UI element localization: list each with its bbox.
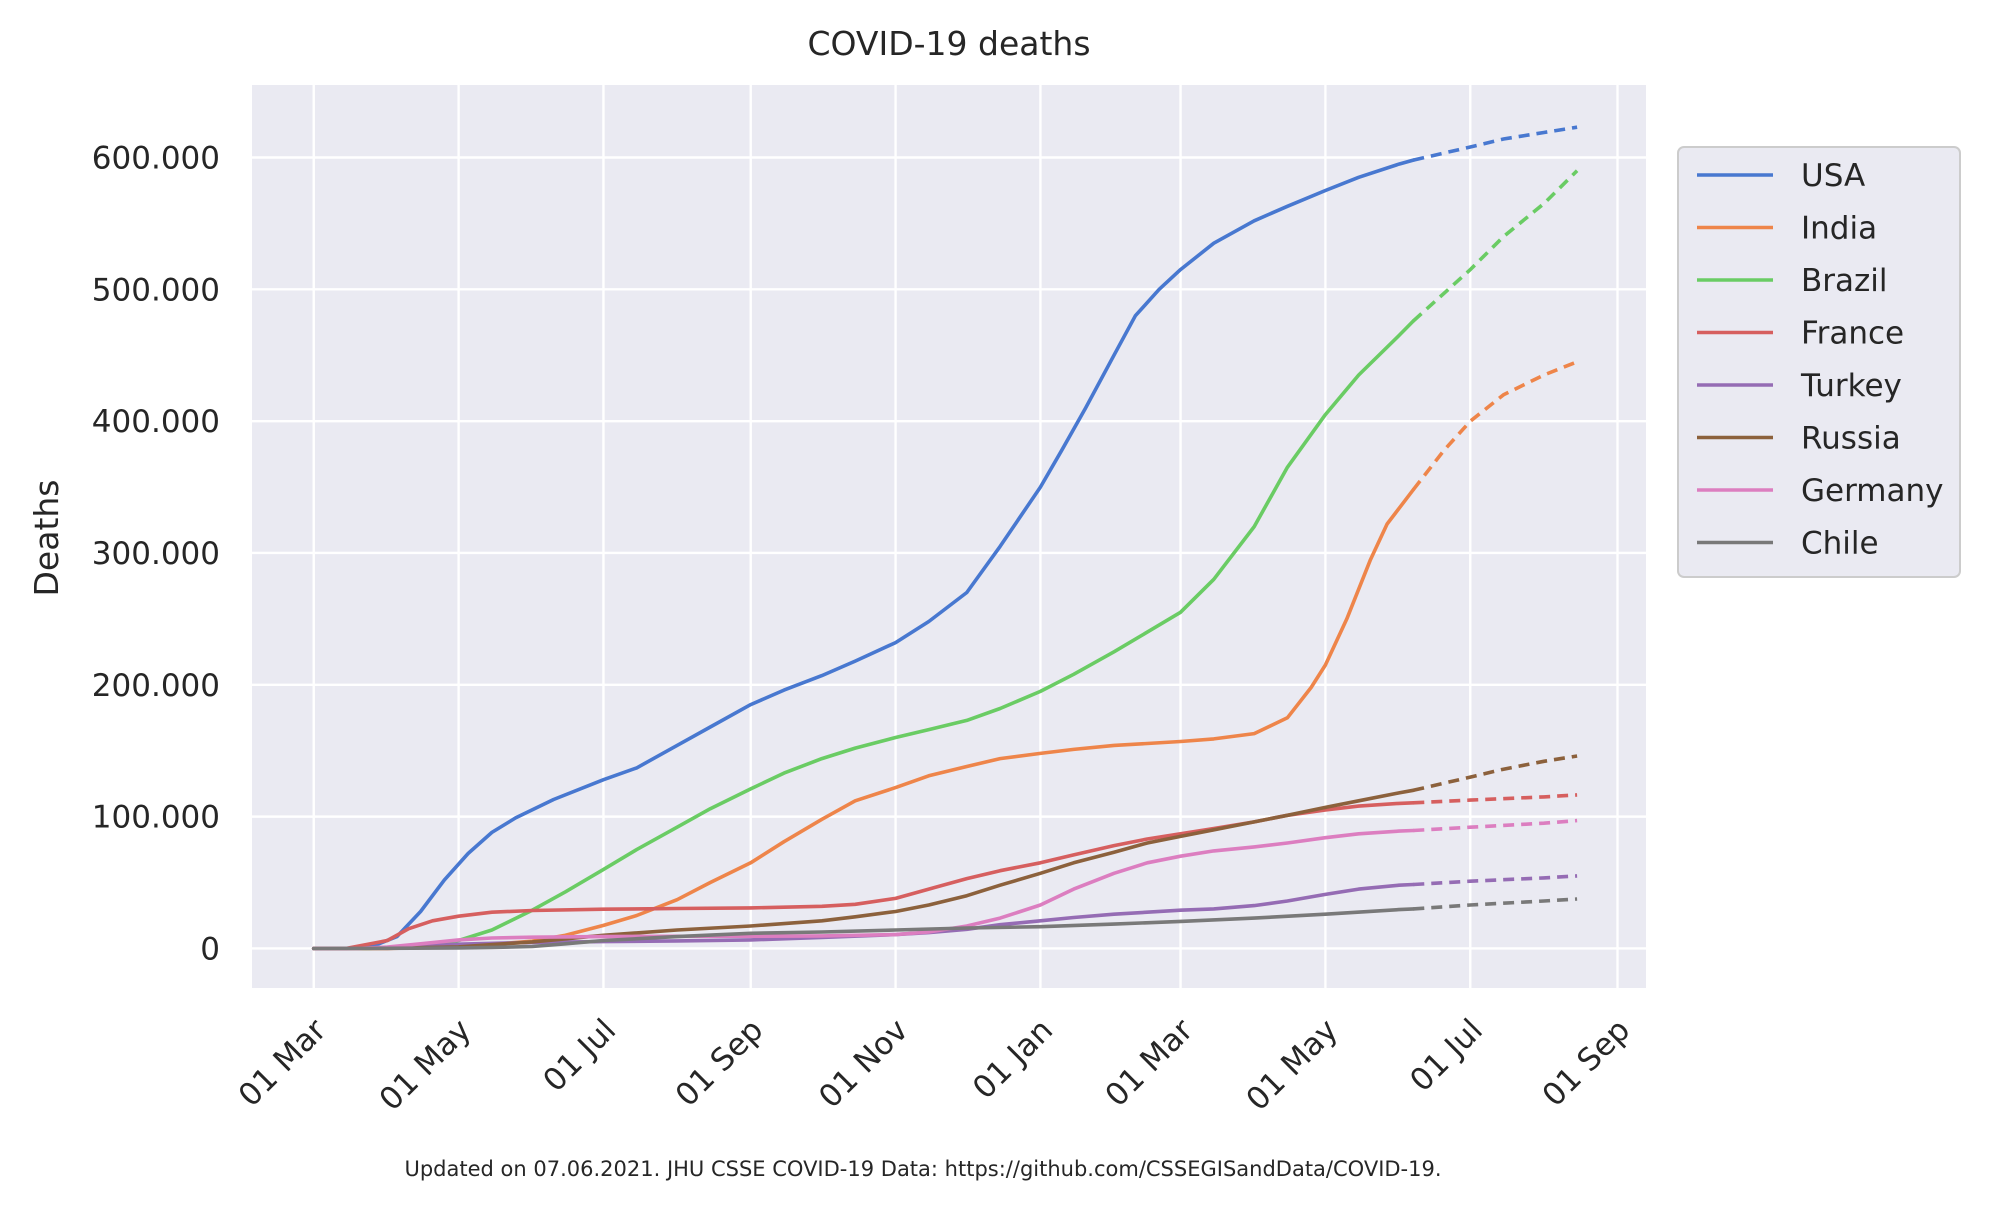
x-tick-label: 01 Sep — [669, 1012, 771, 1114]
series-forecast-usa — [1412, 125, 1578, 162]
series-forecast-germany — [1413, 818, 1578, 833]
x-tick-label: 01 Mar — [1099, 1012, 1201, 1114]
series-forecast-india — [1411, 360, 1578, 491]
series-forecast-france — [1413, 793, 1578, 805]
y-axis-ticks: 0 100.000 200.000 300.000 400.000 500.000 600.… — [92, 141, 220, 968]
series-line-germany — [311, 828, 1416, 951]
x-axis-ticks: 01 Mar 01 May 01 Jul 01 Sep 01 Nov 01 Jan 01 M… — [232, 1012, 1637, 1118]
legend-label-chile: Chile — [1801, 526, 1879, 562]
y-tick-label: 500.000 — [92, 272, 220, 308]
x-tick-label: 01 Jan — [966, 1012, 1060, 1106]
legend-label-turkey: Turkey — [1800, 368, 1902, 404]
x-tick-label: 01 May — [373, 1012, 479, 1118]
chart-title: COVID-19 deaths — [807, 24, 1090, 63]
y-tick-label: 100.000 — [92, 800, 220, 836]
y-tick-label: 400.000 — [92, 404, 220, 440]
x-tick-label: 01 Mar — [232, 1012, 334, 1114]
y-tick-label: 0 — [200, 931, 220, 967]
series-line-chile — [311, 907, 1416, 951]
x-tick-label: 01 Nov — [812, 1012, 915, 1115]
footnote: Updated on 07.06.2021. JHU CSSE COVID-19… — [404, 1157, 1441, 1181]
legend: USA India Brazil France Turkey Russia Germany C… — [1677, 146, 1961, 578]
x-tick-label: 01 Sep — [1536, 1012, 1638, 1114]
legend-label-brazil: Brazil — [1801, 263, 1888, 299]
plot-area — [252, 85, 1646, 988]
legend-label-russia: Russia — [1801, 421, 1901, 457]
series-line-india — [311, 487, 1416, 951]
y-axis-label: Deaths — [27, 480, 66, 597]
x-tick-label: 01 Jul — [536, 1012, 623, 1099]
legend-label-usa: USA — [1801, 158, 1865, 194]
y-tick-label: 200.000 — [92, 668, 220, 704]
y-tick-label: 300.000 — [92, 536, 220, 572]
x-tick-label: 01 Jul — [1403, 1012, 1490, 1099]
y-tick-label: 600.000 — [92, 141, 220, 177]
legend-label-india: India — [1801, 211, 1877, 247]
series-line-usa — [311, 158, 1416, 951]
series-lines — [311, 125, 1579, 951]
legend-box — [1677, 146, 1961, 578]
series-forecast-turkey — [1413, 874, 1578, 887]
series-forecast-chile — [1413, 897, 1578, 911]
legend-label-germany: Germany — [1801, 473, 1943, 509]
x-tick-label: 01 May — [1239, 1012, 1345, 1118]
series-forecast-russia — [1412, 754, 1578, 793]
legend-label-france: France — [1801, 316, 1904, 352]
